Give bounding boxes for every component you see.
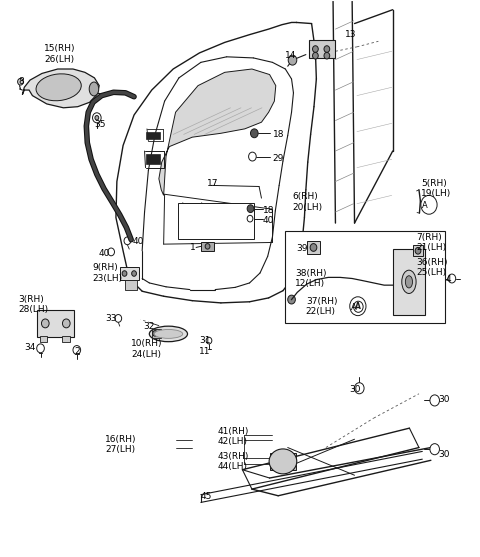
Text: 36(RH)
25(LH): 36(RH) 25(LH) [417,258,448,277]
Text: 34: 34 [24,343,36,352]
Bar [125,280,137,290]
Circle shape [415,247,421,254]
Bar [152,329,161,338]
Circle shape [108,248,115,256]
Text: 40: 40 [132,237,144,246]
Circle shape [247,216,253,222]
Bar [178,203,254,238]
Text: 29: 29 [273,154,284,163]
Circle shape [95,115,99,120]
Text: A: A [355,302,361,311]
Text: 3(RH)
28(LH): 3(RH) 28(LH) [18,295,48,314]
Text: 18: 18 [263,206,275,215]
Text: 35: 35 [95,120,106,129]
Circle shape [73,345,81,354]
Circle shape [93,113,101,123]
Circle shape [278,456,288,467]
Bar [39,335,47,342]
Text: 18: 18 [274,130,285,139]
Text: 33: 33 [106,314,117,323]
Text: 32: 32 [144,322,155,331]
Bar [37,310,74,336]
Circle shape [153,331,157,336]
Text: 31: 31 [199,336,211,345]
Text: 1: 1 [190,243,196,252]
Text: 13: 13 [345,30,357,39]
Text: 7(RH)
21(LH): 7(RH) 21(LH) [417,233,447,252]
Bar [413,245,423,256]
Circle shape [448,274,456,283]
Circle shape [115,315,121,323]
Bar [201,242,214,251]
Circle shape [249,152,256,161]
Text: 38(RH)
12(LH): 38(RH) 12(LH) [295,269,326,288]
Polygon shape [23,69,99,108]
Circle shape [310,243,317,251]
Circle shape [354,301,363,312]
Text: 4: 4 [445,275,451,284]
Circle shape [247,205,254,213]
Circle shape [288,295,295,304]
Circle shape [205,243,210,249]
Circle shape [430,395,440,406]
Text: 43(RH)
44(LH): 43(RH) 44(LH) [217,452,249,471]
Circle shape [62,319,70,328]
Circle shape [132,271,136,276]
Circle shape [18,79,24,85]
Circle shape [430,444,440,455]
Ellipse shape [149,326,188,341]
Polygon shape [159,69,276,196]
Text: A: A [351,303,357,312]
Circle shape [91,85,97,93]
Circle shape [251,129,258,138]
Text: 17: 17 [206,179,218,188]
Text: 15(RH)
26(LH): 15(RH) 26(LH) [44,45,76,63]
Circle shape [288,55,297,65]
Circle shape [312,46,318,52]
Text: 5(RH)
19(LH): 5(RH) 19(LH) [421,179,452,198]
Ellipse shape [269,449,297,474]
Bar [393,249,425,315]
Bar [145,154,160,164]
Text: 39: 39 [296,244,308,253]
Bar [145,131,160,139]
Ellipse shape [89,82,99,96]
Ellipse shape [405,276,412,288]
Circle shape [36,344,44,353]
Bar [309,40,336,58]
Text: 40: 40 [99,248,110,257]
Circle shape [324,46,330,52]
Text: 41(RH)
42(LH): 41(RH) 42(LH) [217,427,249,446]
Bar [62,335,70,342]
Ellipse shape [154,330,183,338]
Circle shape [355,383,364,394]
Text: 30: 30 [439,395,450,404]
Circle shape [124,237,131,245]
Text: 30: 30 [439,449,450,458]
Bar [307,241,320,253]
Text: 30: 30 [350,385,361,394]
Circle shape [312,52,318,59]
Text: 16(RH)
27(LH): 16(RH) 27(LH) [106,435,137,455]
Text: 2: 2 [74,347,80,356]
Bar [285,231,445,323]
Text: 14: 14 [285,51,297,60]
Circle shape [206,337,212,344]
Ellipse shape [402,270,416,294]
Text: 10(RH)
24(LH): 10(RH) 24(LH) [131,339,163,359]
Text: 45: 45 [201,492,212,501]
Text: 9(RH)
23(LH): 9(RH) 23(LH) [92,263,122,282]
Text: 40: 40 [263,216,274,226]
Circle shape [324,52,330,59]
Text: 8: 8 [18,77,24,86]
Bar [270,453,296,470]
Text: 6(RH)
20(LH): 6(RH) 20(LH) [292,192,323,212]
Text: 37(RH)
22(LH): 37(RH) 22(LH) [306,296,337,316]
Text: A: A [422,202,428,211]
Text: 11: 11 [199,347,211,356]
Circle shape [41,319,49,328]
Bar [120,267,139,280]
Ellipse shape [36,74,81,101]
Circle shape [122,271,127,276]
